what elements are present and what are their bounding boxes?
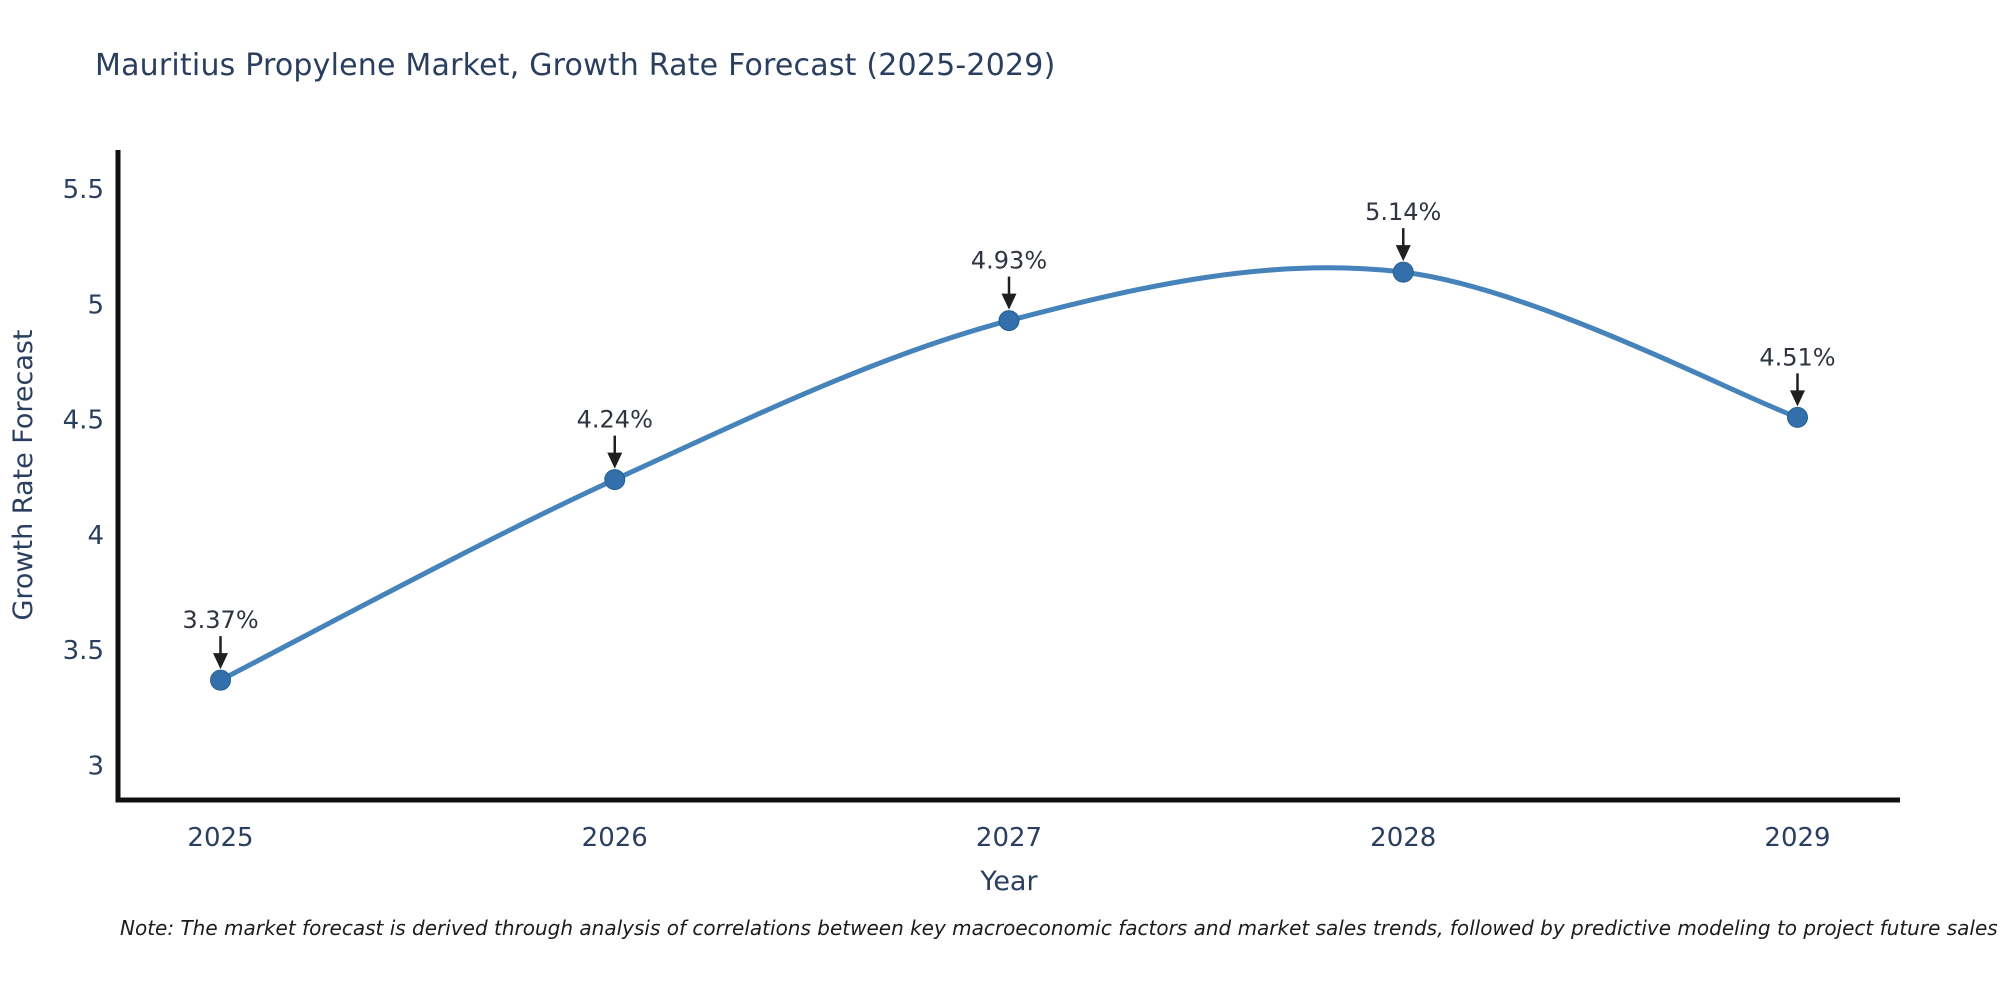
data-point-marker <box>604 469 626 491</box>
x-tick-label: 2029 <box>1764 823 1830 853</box>
annotation-arrowhead <box>1395 245 1411 262</box>
footnote: Note: The market forecast is derived thr… <box>120 916 1998 940</box>
y-tick-label: 5 <box>87 290 104 320</box>
y-axis-title: Growth Rate Forecast <box>8 329 39 620</box>
annotation-label: 5.14% <box>1365 198 1441 226</box>
x-tick-label: 2028 <box>1370 823 1436 853</box>
data-point-marker <box>210 669 232 691</box>
annotation-label: 4.24% <box>577 406 653 434</box>
y-tick-label: 3 <box>87 751 104 781</box>
point-annotation: 4.93% <box>971 247 1047 310</box>
chart-title: Mauritius Propylene Market, Growth Rate … <box>95 48 1056 83</box>
data-point-marker <box>998 310 1020 332</box>
annotation-label: 3.37% <box>182 606 258 634</box>
data-point-marker <box>1786 406 1808 428</box>
x-axis-title: Year <box>979 866 1038 897</box>
axis-spines <box>115 150 1900 803</box>
point-annotation: 4.24% <box>577 406 653 469</box>
point-annotation: 3.37% <box>182 606 259 670</box>
point-annotation: 5.14% <box>1365 198 1441 262</box>
y-tick-label: 4.5 <box>63 406 104 436</box>
y-tick-label: 4 <box>87 521 104 551</box>
x-tick-label: 2026 <box>582 823 648 853</box>
x-tick-label: 2025 <box>187 823 253 853</box>
data-point-marker <box>1392 261 1414 283</box>
x-tick-label: 2027 <box>976 823 1042 853</box>
annotation-arrowhead <box>607 452 623 469</box>
annotation-label: 4.51% <box>1759 343 1835 371</box>
annotation-arrowhead <box>213 653 229 670</box>
annotation-arrowhead <box>1789 390 1805 407</box>
point-annotation: 4.51% <box>1759 343 1836 407</box>
y-tick-label: 5.5 <box>63 175 104 205</box>
y-tick-label: 3.5 <box>63 636 104 666</box>
annotation-arrowhead <box>1001 293 1017 310</box>
annotation-label: 4.93% <box>971 247 1047 275</box>
